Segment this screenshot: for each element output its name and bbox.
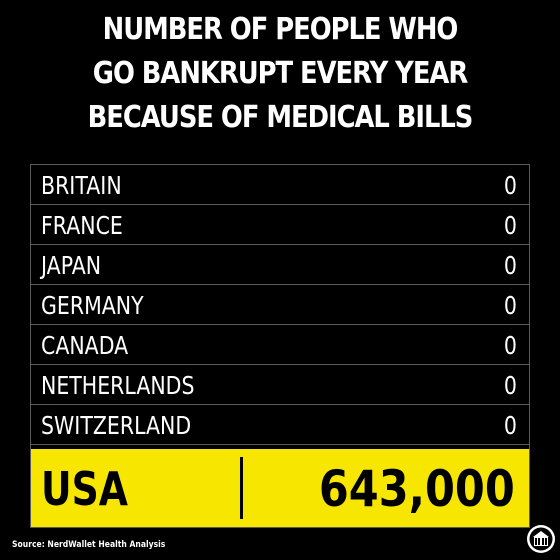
country-label: BRITAIN: [41, 171, 122, 200]
country-value: 0: [503, 251, 517, 280]
table-row: NETHERLANDS 0: [31, 365, 529, 405]
title-line-2: GO BANKRUPT EVERY YEAR: [92, 56, 468, 91]
title-line-1: NUMBER OF PEOPLE WHO: [102, 12, 459, 47]
country-value: 0: [503, 371, 517, 400]
country-label: JAPAN: [41, 251, 102, 280]
table-row: BRITAIN 0: [31, 165, 529, 205]
table-row: FRANCE 0: [31, 205, 529, 245]
country-value: 0: [503, 171, 517, 200]
usa-country-label: USA: [41, 462, 128, 516]
country-label: CANADA: [41, 331, 129, 360]
country-label: GERMANY: [41, 291, 144, 320]
table-row: CANADA 0: [31, 325, 529, 365]
country-value: 0: [503, 211, 517, 240]
table-row: JAPAN 0: [31, 245, 529, 285]
country-label: SWITZERLAND: [41, 411, 192, 440]
title-line-3: BECAUSE OF MEDICAL BILLS: [87, 100, 474, 135]
chart-title: NUMBER OF PEOPLE WHO GO BANKRUPT EVERY Y…: [39, 8, 521, 140]
usa-row-divider: [240, 457, 243, 519]
country-label: NETHERLANDS: [41, 371, 195, 400]
usa-highlight-row: USA 643,000: [31, 449, 529, 527]
country-value: 0: [503, 291, 517, 320]
country-label: FRANCE: [41, 211, 123, 240]
table-row: GERMANY 0: [31, 285, 529, 325]
usa-value: 643,000: [319, 460, 515, 518]
country-value: 0: [503, 331, 517, 360]
country-value: 0: [503, 411, 517, 440]
occupy-democrats-logo-icon: [527, 525, 555, 553]
table-row: SWITZERLAND 0: [31, 405, 529, 445]
source-note: Source: NerdWallet Health Analysis: [12, 540, 166, 550]
bankruptcy-table: BRITAIN 0 FRANCE 0 JAPAN 0 GERMANY 0 CANADA 0 NETH…: [30, 164, 530, 528]
